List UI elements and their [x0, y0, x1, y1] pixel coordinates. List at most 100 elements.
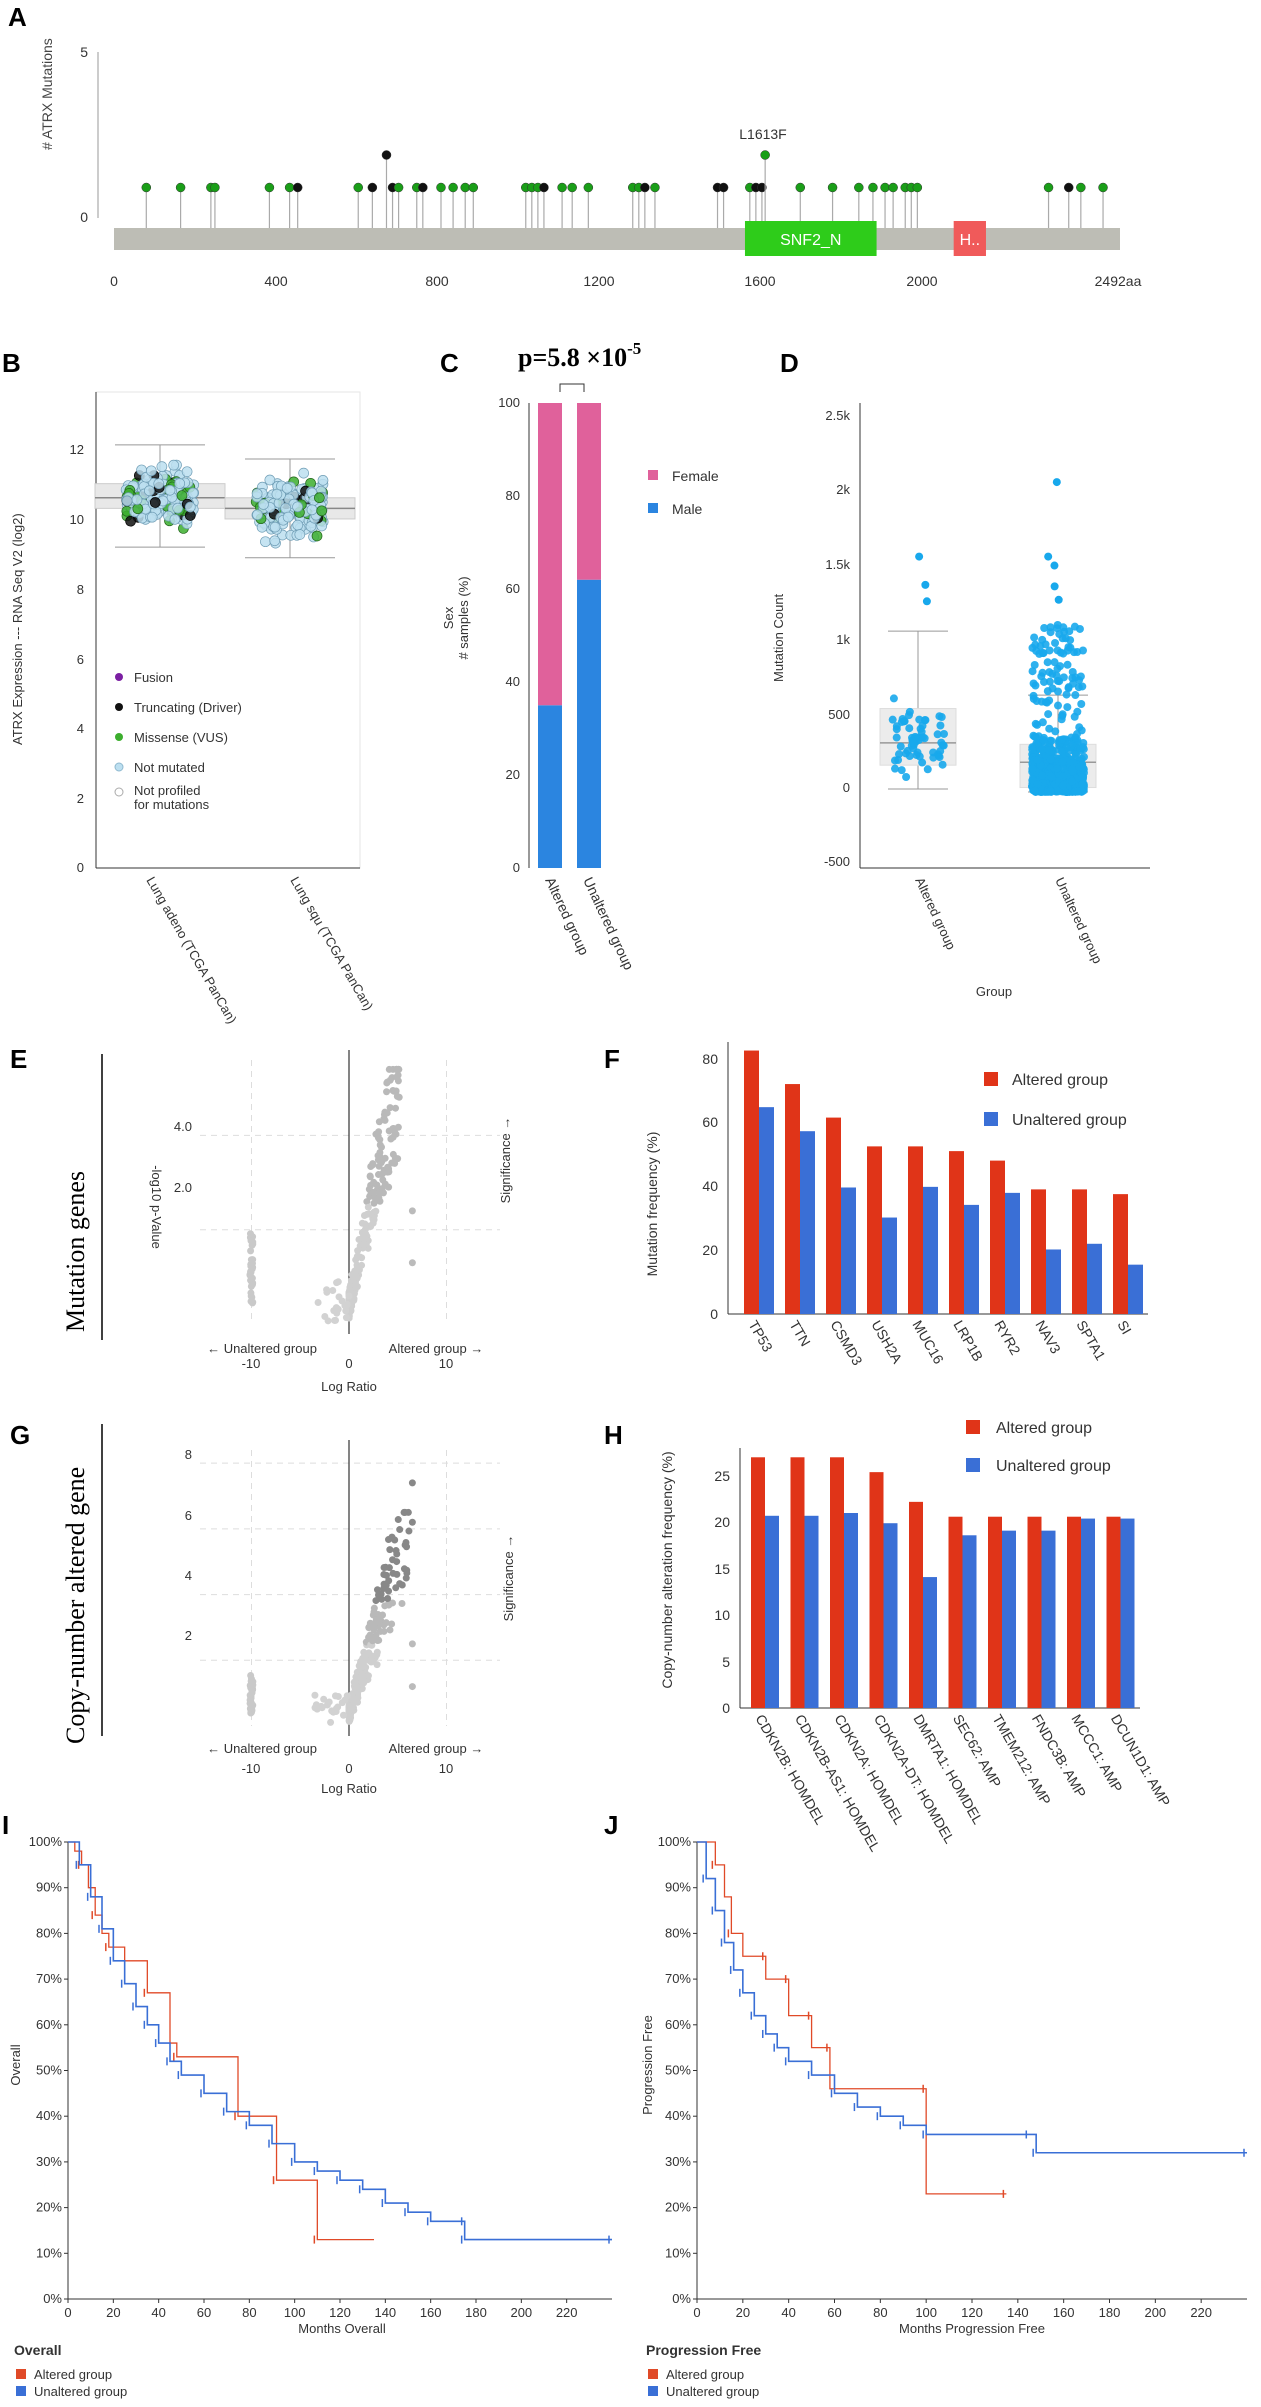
mutation-count-point: [1043, 658, 1052, 667]
volcano-point: [374, 1132, 382, 1140]
volcano-point: [248, 1688, 256, 1696]
bar-altered: [785, 1084, 800, 1314]
expression-ytick: 12: [70, 442, 84, 457]
mutation-count-point: [902, 772, 911, 781]
volcano-point: [360, 1211, 368, 1219]
mutation-count-point: [1045, 646, 1054, 655]
volcano-point: [249, 1298, 257, 1306]
mutation-count-point: [1053, 621, 1062, 630]
expression-point: [264, 474, 276, 486]
panel-letter-a: A: [8, 2, 27, 32]
h-domain[interactable]: [953, 221, 986, 256]
mutation-count-point: [936, 721, 945, 730]
lollipop-head: [827, 182, 838, 193]
lollipop-head: [757, 182, 767, 193]
volcano-point: [378, 1595, 386, 1603]
km-xtick: 160: [420, 2305, 442, 2320]
category-label: MUC16: [909, 1318, 947, 1367]
km-ytick: 10%: [36, 2245, 62, 2260]
mutation-count-point: [908, 737, 917, 746]
expression-ytick: 8: [77, 582, 84, 597]
volcano-point: [375, 1162, 383, 1170]
lollipop-head: [795, 182, 806, 193]
volcano-point: [318, 1704, 326, 1712]
legend-label-altered: Altered group: [1012, 1072, 1108, 1089]
volcano-point: [366, 1172, 374, 1180]
volcano-point: [342, 1314, 350, 1322]
mutation-count-point: [935, 753, 944, 762]
lollipop-ytick: 0: [80, 209, 88, 225]
mutation-frequency-ylabel: Mutation frequency (%): [644, 1132, 660, 1277]
volcano-point: [248, 1274, 256, 1282]
mutation-count-point: [1058, 772, 1067, 781]
panel-letter-b: B: [2, 348, 21, 378]
sex-ytick: 80: [506, 488, 520, 503]
category-label: CDKN2A: HOMDEL: [831, 1712, 907, 1828]
volcano-e-ylabel: -log10 p-Value: [149, 1165, 164, 1249]
legend-label: Truncating (Driver): [134, 700, 242, 715]
mutation-count-point: [1051, 638, 1060, 647]
volcano-point: [382, 1619, 390, 1627]
km-xtick: 220: [1190, 2305, 1212, 2320]
km-xtick: 80: [242, 2305, 256, 2320]
expression-point: [169, 514, 181, 525]
sex-xtick: Unaltered group: [580, 875, 637, 973]
lollipop-xtick: 2492aa: [1095, 273, 1142, 289]
volcano-point: [391, 1154, 399, 1162]
mutation-count-point: [1068, 765, 1077, 774]
volcano-point: [358, 1228, 366, 1236]
volcano-point: [393, 1570, 401, 1578]
km-ytick: 40%: [665, 2108, 691, 2123]
mutation-count-point: [937, 738, 946, 747]
p-value-exponent: -5: [627, 339, 641, 358]
volcano-point: [361, 1655, 369, 1663]
mutation-count-point: [1028, 745, 1037, 754]
volcano-point: [376, 1149, 384, 1157]
p-value-label: p=5.8 ×10-5: [518, 339, 641, 372]
mutation-count-point: [1030, 732, 1039, 741]
lollipop-head: [448, 182, 458, 193]
lollipop-head: [175, 182, 186, 193]
p-value-text: p=5.8 ×10: [518, 343, 627, 372]
mutation-count-point: [1030, 660, 1039, 669]
volcano-point: [314, 1299, 322, 1307]
bar-altered: [908, 1146, 923, 1314]
snf2-domain[interactable]: [744, 221, 877, 256]
mutation-count-point: [1050, 658, 1059, 667]
volcano-point: [332, 1708, 340, 1716]
mutation-count-point: [1070, 712, 1079, 721]
volcano-point: [248, 1704, 256, 1712]
copy-number-y-ticks: 25 20 15 10 5 0: [714, 1468, 730, 1716]
mutation-count-point: [894, 750, 903, 759]
volcano-point: [354, 1686, 362, 1694]
volcano-e-labels: 4.0 2.0 -10 0 10 ← Unaltered group Alter…: [174, 1117, 513, 1394]
mutation-count-outlier: [1050, 561, 1059, 570]
volcano-point: [247, 1672, 255, 1680]
lollipop-head: [292, 182, 303, 193]
legend-label-male: Male: [672, 501, 703, 517]
mutation-count-point: [1071, 691, 1080, 700]
expression-points: [120, 459, 329, 549]
volcano-point: [373, 1661, 381, 1669]
mutation-count-point: [1068, 777, 1077, 786]
mutation-count-point: [1046, 628, 1055, 637]
sex-y-ticks: 100 80 60 40 20 0: [498, 395, 520, 875]
expression-xtick: Lung adeno (TCGA PanCan): [143, 874, 239, 1026]
mutation-count-point: [1046, 755, 1055, 764]
volcano-point: [247, 1268, 255, 1276]
legend-swatch-male: [648, 503, 658, 513]
expression-point: [184, 501, 196, 513]
volcano-e-side-note: Significance →: [498, 1117, 513, 1204]
km-ytick: 90%: [36, 1880, 62, 1895]
km-i-legend-title: Overall: [14, 2342, 61, 2358]
km-xtick: 40: [781, 2305, 795, 2320]
lollipop-annotation: L1613F: [739, 126, 786, 142]
km-xtick: 40: [151, 2305, 165, 2320]
km-xtick: 220: [556, 2305, 578, 2320]
volcano-point: [375, 1171, 383, 1179]
mutation-count-point: [916, 724, 925, 733]
mutation-count-outlier: [1054, 595, 1063, 604]
bar-male: [577, 579, 601, 868]
mutation-frequency-bars: [744, 1050, 1143, 1314]
lollipop-stems: [141, 150, 1108, 228]
